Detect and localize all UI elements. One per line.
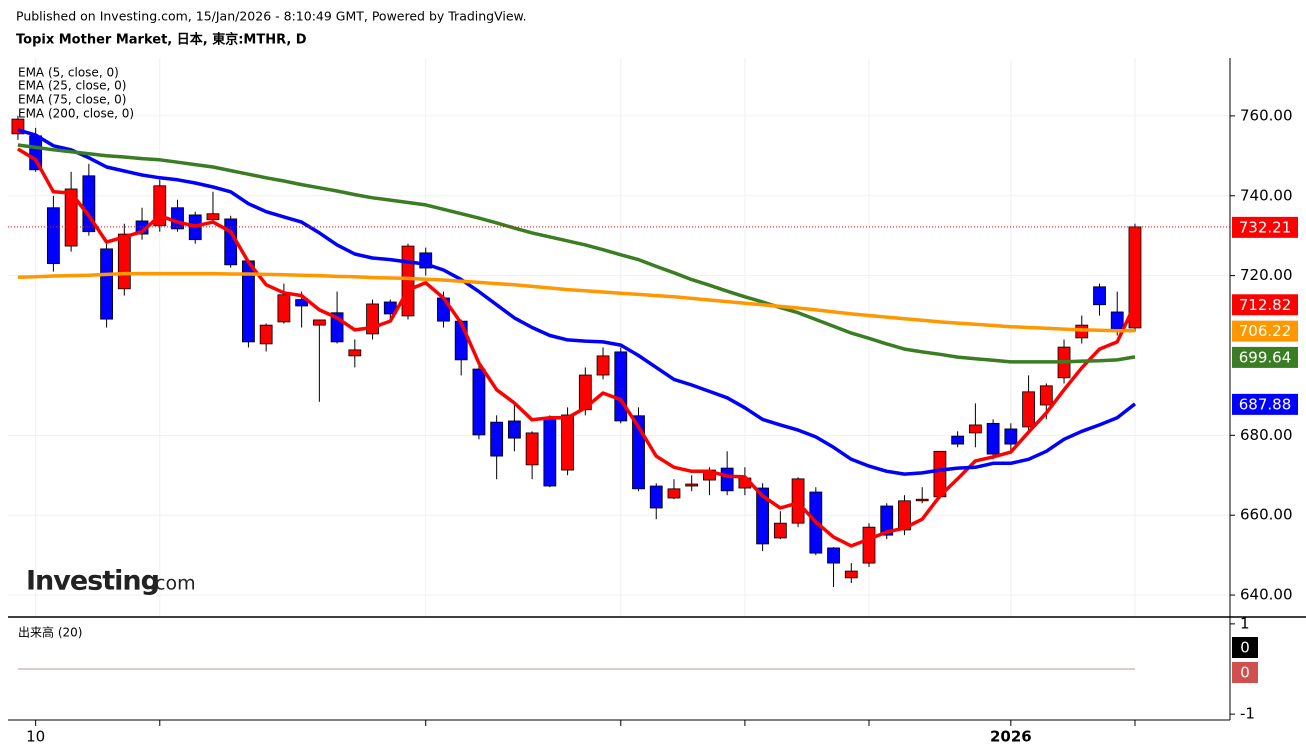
candle-body bbox=[171, 207, 184, 230]
candle-body bbox=[295, 299, 309, 307]
ema-line bbox=[17, 143, 1136, 364]
candle-body bbox=[117, 233, 131, 290]
ema-line bbox=[16, 147, 1137, 548]
candle-body bbox=[206, 213, 220, 221]
candle-body bbox=[649, 485, 663, 509]
candle-body bbox=[951, 435, 965, 445]
candle-body bbox=[561, 414, 574, 471]
candle-body bbox=[1039, 385, 1053, 406]
candle-body bbox=[277, 294, 291, 323]
candle-body bbox=[1093, 286, 1106, 306]
grid bbox=[8, 58, 1230, 617]
volume-ma-label: 0 bbox=[1240, 639, 1250, 657]
ema-last-label-box bbox=[1232, 320, 1298, 342]
candle-body bbox=[596, 355, 610, 376]
ema-last-label-box bbox=[1232, 346, 1298, 368]
candle-body bbox=[773, 522, 787, 539]
candle-body bbox=[968, 424, 982, 434]
y2-tick-label: -1 bbox=[1240, 705, 1255, 723]
candle-body bbox=[667, 488, 681, 499]
candle-body bbox=[100, 248, 113, 320]
ema-line bbox=[17, 128, 1137, 476]
candle-body bbox=[791, 478, 805, 524]
y-tick-label: 760.00 bbox=[1240, 106, 1293, 124]
y-tick-label: 640.00 bbox=[1240, 586, 1293, 604]
candle-body bbox=[543, 417, 557, 487]
ema-last-label-box bbox=[1232, 393, 1298, 415]
candle-body bbox=[1004, 428, 1018, 445]
candle-body bbox=[507, 420, 521, 439]
candle-body bbox=[64, 188, 78, 247]
published-note: Published on Investing.com, 15/Jan/2026 … bbox=[16, 9, 527, 24]
candle-body bbox=[525, 432, 539, 466]
marks bbox=[11, 115, 1142, 670]
last-price-label: 732.21 bbox=[1239, 218, 1292, 236]
y-tick-label: 720.00 bbox=[1240, 266, 1293, 284]
candle-body bbox=[348, 349, 362, 357]
candle-body bbox=[862, 526, 876, 564]
candle-body bbox=[490, 421, 504, 457]
y2-tick-label: 1 bbox=[1240, 614, 1250, 632]
candle-body bbox=[986, 422, 1000, 455]
chart-title: Topix Mother Market, 日本, 東京:MTHR, D bbox=[16, 32, 307, 48]
x-tick-label: 2026 bbox=[990, 728, 1032, 746]
ema-last-label: 706.22 bbox=[1239, 322, 1292, 340]
volume-ma-box bbox=[1232, 637, 1258, 658]
candle-body bbox=[1128, 226, 1142, 329]
ema-last-label: 712.82 bbox=[1239, 296, 1292, 314]
y-tick-label: 680.00 bbox=[1240, 426, 1293, 444]
legend-entry: EMA (200, close, 0) bbox=[18, 107, 134, 121]
volume-legend: 出来高 (20) bbox=[18, 625, 82, 640]
candle-body bbox=[844, 570, 858, 579]
candle-body bbox=[1110, 311, 1124, 330]
candle-body bbox=[259, 324, 273, 345]
candle-body bbox=[1022, 391, 1035, 428]
logo: Investing bbox=[26, 566, 159, 597]
candle-body bbox=[46, 207, 60, 265]
ema-last-label-box bbox=[1232, 294, 1298, 316]
ema-last-label: 687.88 bbox=[1239, 395, 1292, 413]
y-tick-label: 740.00 bbox=[1240, 186, 1293, 204]
candle-body bbox=[614, 351, 628, 422]
legend-entry: EMA (5, close, 0) bbox=[18, 66, 119, 80]
ema-line bbox=[17, 271, 1136, 333]
candle-body bbox=[685, 483, 699, 487]
ema-last-label: 699.64 bbox=[1239, 348, 1292, 366]
candle-body bbox=[401, 245, 415, 317]
candle-body bbox=[720, 467, 734, 492]
volume-box bbox=[1232, 662, 1258, 683]
legend-entry: EMA (25, close, 0) bbox=[18, 79, 126, 93]
candle-body bbox=[898, 500, 911, 531]
legend-entry: EMA (75, close, 0) bbox=[18, 93, 126, 107]
y-tick-label: 660.00 bbox=[1240, 506, 1293, 524]
candle-body bbox=[472, 368, 486, 436]
volume-label: 0 bbox=[1240, 664, 1250, 682]
candle-body bbox=[756, 487, 770, 545]
candle-body bbox=[880, 505, 894, 536]
last-price-label-box bbox=[1232, 216, 1298, 238]
candle-body bbox=[312, 319, 326, 326]
candle-body bbox=[915, 498, 929, 502]
logo-suffix: .com bbox=[149, 573, 196, 595]
candle-body bbox=[827, 547, 840, 564]
x-tick-label: 10 bbox=[26, 728, 45, 746]
